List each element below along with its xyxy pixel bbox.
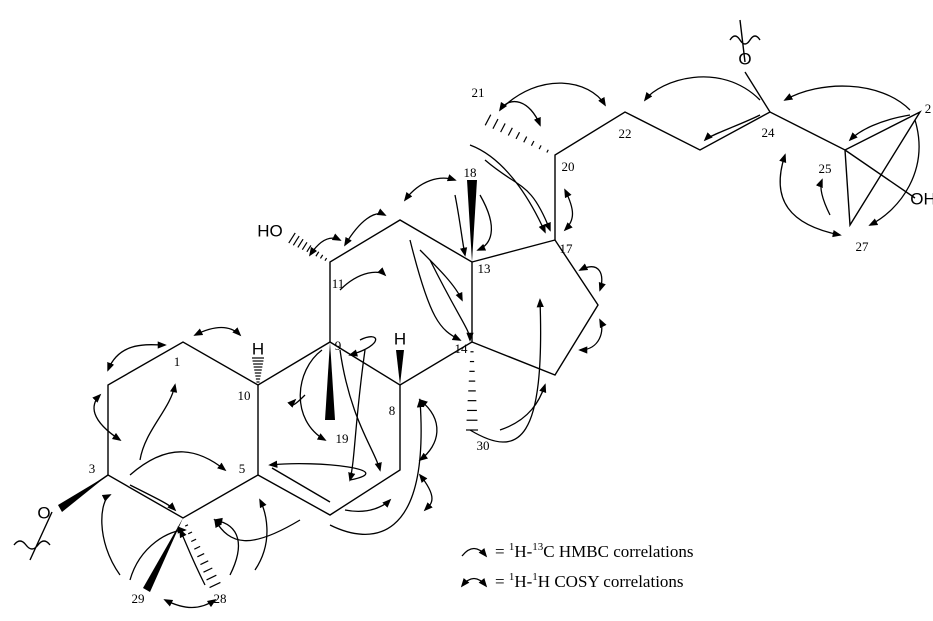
legend-text: 13	[532, 541, 544, 553]
atom-label: 28	[214, 591, 227, 606]
atom-label: 24	[762, 125, 776, 140]
legend-text: =	[495, 572, 509, 591]
hash-stroke	[501, 123, 506, 132]
atom-label: 22	[619, 126, 632, 141]
atom-label: 8	[389, 403, 396, 418]
substituent: O	[37, 503, 50, 522]
legend-text: H-	[514, 542, 532, 561]
legend-entry: = 1H-1H COSY correlations	[495, 571, 684, 591]
hash-stroke	[485, 115, 491, 126]
hash-stroke	[207, 575, 217, 580]
hash-stroke	[298, 239, 303, 247]
atom-label: 21	[472, 85, 485, 100]
atom-label: 2	[925, 101, 932, 116]
hash-stroke	[188, 532, 192, 534]
hash-stroke	[191, 539, 196, 541]
hash-stroke	[316, 252, 319, 257]
atom-label: 14	[455, 341, 469, 356]
hash-stroke	[307, 245, 311, 251]
atom-label: 13	[478, 261, 491, 276]
hash-stroke	[493, 119, 498, 129]
atom-label: 25	[819, 161, 832, 176]
hash-stroke	[320, 255, 322, 259]
hash-stroke	[210, 582, 221, 587]
atom-label: 27	[856, 239, 870, 254]
atom-label: 5	[239, 461, 246, 476]
skeleton	[14, 20, 920, 592]
legend-text: C HMBC correlations	[543, 542, 693, 561]
legend-text: H-	[514, 572, 532, 591]
substituent: OH	[910, 189, 933, 208]
atom-label: 29	[132, 591, 145, 606]
atom-label: 19	[336, 431, 349, 446]
legend: = 1H-13C HMBC correlations = 1H-1H COSY …	[462, 541, 693, 591]
hash-stroke	[547, 150, 548, 153]
structure-diagram: 1 3 5 8 9 10 11 13 14 17 18 19 20 21 22 …	[0, 0, 933, 621]
hash-stroke	[293, 236, 299, 245]
atom-label: 30	[477, 438, 490, 453]
hash-stroke	[302, 242, 307, 249]
hash-stroke	[194, 546, 200, 549]
hash-stroke	[325, 258, 327, 261]
hash-stroke	[524, 137, 527, 143]
substituent: O	[738, 49, 751, 68]
hash-stroke	[197, 554, 204, 557]
legend-text: H COSY correlations	[538, 572, 684, 591]
atom-label: 10	[238, 388, 251, 403]
correlation-arrows	[94, 77, 919, 608]
hash-stroke	[531, 141, 533, 146]
atom-label: 20	[562, 159, 575, 174]
hash-stroke	[289, 233, 295, 243]
hash-stroke	[200, 561, 208, 565]
atom-labels: 1 3 5 8 9 10 11 13 14 17 18 19 20 21 22 …	[37, 49, 933, 606]
atom-label: 11	[332, 276, 345, 291]
atom-label: 1	[174, 354, 181, 369]
substituent: HO	[257, 221, 283, 240]
legend-entry: = 1H-13C HMBC correlations	[495, 541, 693, 561]
atom-label: 3	[89, 461, 96, 476]
hash-stroke	[508, 128, 512, 136]
legend-text: =	[495, 542, 509, 561]
atom-label: 18	[464, 165, 477, 180]
hash-stroke	[516, 132, 519, 139]
hash-stroke	[185, 525, 188, 526]
hash-stroke	[203, 568, 212, 572]
hydrogen: H	[394, 329, 406, 348]
hash-stroke	[539, 145, 541, 149]
hydrogen: H	[252, 339, 264, 358]
atom-label: 17	[560, 241, 574, 256]
atom-label: 9	[335, 338, 342, 353]
